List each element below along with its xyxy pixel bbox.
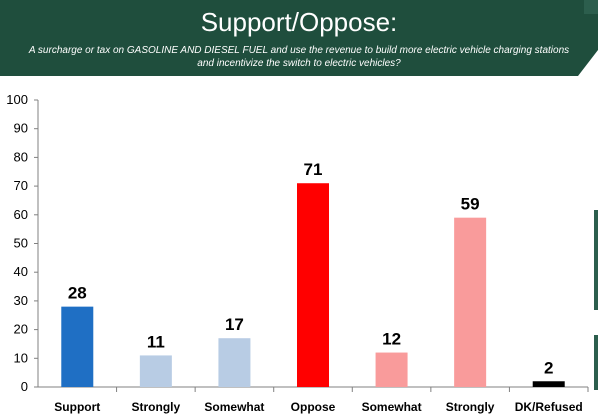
- chart-axes: 0 10 20 30 40 50 60 70 80 90 100: [6, 92, 589, 394]
- bar: [218, 338, 251, 387]
- data-label: 59: [461, 195, 480, 214]
- x-tick-label: Somewhat: [362, 400, 422, 414]
- bar: [454, 217, 487, 387]
- bar: [532, 381, 565, 387]
- corner-decoration: [584, 0, 598, 14]
- x-tick-label: Strongly: [132, 400, 181, 414]
- data-label: 12: [382, 330, 401, 349]
- chart-title: Support/Oppose:: [200, 7, 398, 37]
- data-label: 17: [225, 315, 244, 334]
- x-tick-label: Support: [54, 400, 100, 414]
- y-tick-label: 10: [14, 350, 28, 365]
- y-tick-label: 100: [6, 92, 28, 107]
- data-label: 2: [544, 358, 553, 377]
- y-tick-label: 90: [14, 121, 28, 136]
- side-decoration: [594, 210, 598, 310]
- bar: [139, 355, 172, 387]
- bar: [297, 183, 329, 387]
- data-label: 28: [68, 284, 87, 303]
- y-tick-label: 80: [14, 149, 28, 164]
- data-label: 71: [304, 160, 323, 179]
- bar: [61, 306, 94, 387]
- x-tick-label: DK/Refused: [515, 400, 583, 414]
- chart-labels: 28 Support 11 Strongly 17 Somewhat 71 Oppose 12 S…: [54, 160, 582, 414]
- y-tick-label: 70: [14, 178, 28, 193]
- bar: [375, 352, 408, 387]
- chart-subtitle: A surcharge or tax on GASOLINE AND DIESE…: [28, 45, 570, 69]
- y-tick-label: 40: [14, 264, 28, 279]
- y-tick-label: 60: [14, 207, 28, 222]
- x-tick-label: Somewhat: [204, 400, 264, 414]
- side-decoration: [594, 335, 598, 390]
- y-tick-label: 30: [14, 293, 28, 308]
- y-tick-label: 50: [14, 236, 28, 251]
- chart-bars: [61, 183, 565, 387]
- x-tick-label: Oppose: [291, 400, 336, 414]
- y-tick-label: 0: [21, 379, 28, 394]
- header-banner: Support/Oppose: A surcharge or tax on GA…: [0, 0, 598, 76]
- x-tick-label: Strongly: [446, 400, 495, 414]
- y-tick-label: 20: [14, 322, 28, 337]
- data-label: 11: [147, 332, 165, 351]
